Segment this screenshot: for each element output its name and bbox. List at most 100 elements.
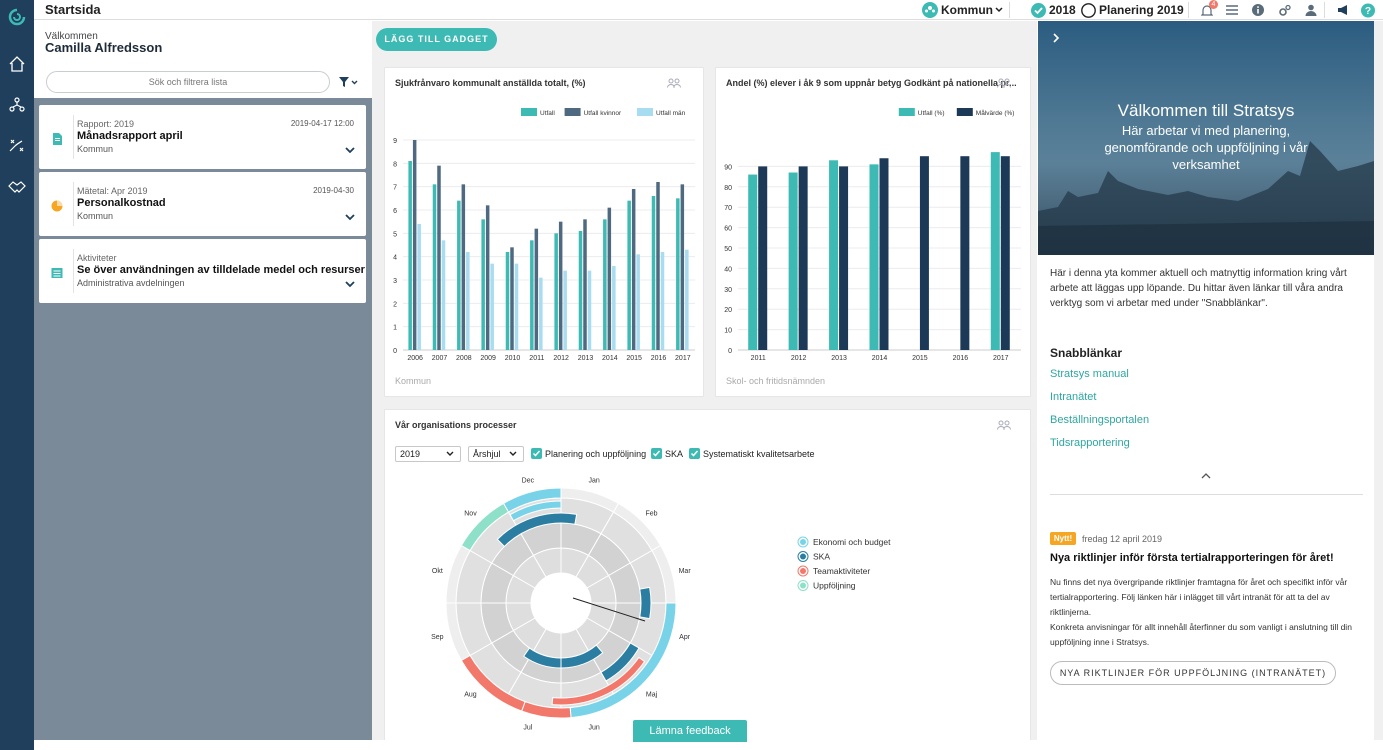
info-icon[interactable]: [1251, 3, 1265, 17]
quicklinks-title: Snabblänkar: [1050, 346, 1123, 360]
year-wheel[interactable]: Jan Feb Mar Apr Maj Jun Jul Aug Sep Okt Nov Dec Ekon…: [385, 470, 1032, 750]
legend-label: Utfall män: [656, 110, 686, 117]
x-tick-label: 2009: [480, 355, 496, 362]
chart-footer: Kommun: [395, 376, 432, 386]
hero-banner: Välkommen till Stratsys Här arbetar vi m…: [1038, 21, 1374, 255]
org-selector[interactable]: Kommun: [922, 0, 1003, 20]
wheel-event: [639, 586, 652, 620]
bar: [680, 184, 685, 350]
group-icon[interactable]: [667, 78, 681, 88]
item-title: Månadsrapport april: [77, 130, 183, 142]
quicklink-manual[interactable]: Stratsys manual: [1050, 368, 1129, 380]
chart-title: Sjukfrånvaro kommunalt anställda totalt,…: [395, 78, 586, 88]
quicklink-timereport[interactable]: Tidsrapportering: [1050, 437, 1130, 449]
item-list: Rapport: 2019 2019-04-17 12:00 Månadsrap…: [34, 99, 372, 740]
bar: [879, 158, 889, 350]
list-item[interactable]: Aktiviteter Se över användningen av till…: [39, 239, 366, 303]
activity-list-icon: [51, 268, 63, 278]
chevron-down-icon[interactable]: [345, 146, 355, 154]
quicklink-intranet[interactable]: Intranätet: [1050, 391, 1097, 403]
month-label: Jan: [588, 477, 599, 484]
megaphone-icon[interactable]: [1336, 3, 1350, 17]
welcome-label: Välkommen: [45, 31, 98, 42]
x-tick-label: 2013: [831, 355, 847, 362]
planning-checkbox[interactable]: Planering och uppföljning: [531, 448, 646, 459]
legend-label: Teamaktiviteter: [813, 566, 870, 576]
stratsys-logo-icon[interactable]: [0, 5, 34, 29]
strategy-icon[interactable]: [0, 134, 34, 158]
ska-checkbox[interactable]: SKA: [651, 448, 683, 459]
x-tick-label: 2007: [432, 355, 448, 362]
bar: [651, 196, 656, 350]
plan-2019-toggle[interactable]: Planering 2019: [1081, 0, 1184, 20]
quality-checkbox[interactable]: Systematiskt kvalitetsarbete: [689, 448, 815, 459]
legend-marker-dot: [800, 568, 806, 574]
wheel-center: [531, 573, 591, 633]
year-select[interactable]: 2019: [395, 446, 461, 462]
month-label: Apr: [679, 634, 691, 641]
hero-subtitle: Här arbetar vi med planering, genomföran…: [1104, 123, 1308, 172]
y-tick-label: 0: [728, 348, 732, 355]
chevron-down-icon[interactable]: [345, 280, 355, 288]
bar: [490, 263, 494, 350]
filter-button[interactable]: [336, 74, 360, 90]
year-2018-toggle[interactable]: 2018: [1031, 0, 1076, 20]
filter-icon: [339, 77, 358, 87]
legend-marker-dot: [800, 539, 806, 545]
month-label: Sep: [431, 634, 444, 641]
nav-rail: [0, 0, 34, 750]
settings-icon[interactable]: [1277, 3, 1291, 17]
bar: [829, 160, 839, 350]
x-tick-label: 2012: [553, 355, 569, 362]
x-tick-label: 2011: [529, 355, 544, 362]
bar: [510, 247, 514, 350]
group-icon[interactable]: [997, 78, 1011, 88]
collapse-chevron-icon[interactable]: [1052, 33, 1060, 43]
view-select-value: Årshjul: [473, 449, 501, 459]
guidelines-button[interactable]: NYA RIKTLINJER FÖR UPPFÖLJNING (INTRANÄT…: [1050, 661, 1336, 685]
view-select[interactable]: Årshjul: [468, 446, 524, 462]
home-icon[interactable]: [0, 52, 34, 76]
x-tick-label: 2015: [626, 355, 642, 362]
notification-badge: 4: [1209, 0, 1218, 9]
handshake-icon[interactable]: [0, 175, 34, 199]
chevron-down-icon[interactable]: [345, 213, 355, 221]
y-tick-label: 2: [393, 301, 397, 308]
bar: [408, 161, 412, 350]
search-input[interactable]: Sök och filtrera lista: [46, 71, 330, 93]
chart-panel-grades: Andel (%) elever i åk 9 som uppnår betyg…: [715, 67, 1031, 397]
quicklink-orders[interactable]: Beställningsportalen: [1050, 414, 1150, 426]
group-icon[interactable]: [997, 420, 1011, 430]
organization-tree-icon[interactable]: [0, 93, 34, 117]
legend-swatch: [521, 108, 537, 116]
legend-marker-dot: [800, 582, 806, 589]
pie-chart-icon: [51, 200, 63, 212]
list-item[interactable]: Mätetal: Apr 2019 2019-04-30 Personalkos…: [39, 172, 366, 236]
wheel-event: [460, 502, 510, 552]
news-body: Nu finns det nya övergripande riktlinjer…: [1050, 575, 1366, 650]
checkbox-checked-icon: [531, 448, 542, 459]
feedback-button[interactable]: Lämna feedback: [633, 720, 747, 742]
chevron-up-icon[interactable]: [1201, 472, 1211, 479]
bar: [676, 198, 680, 350]
x-tick-label: 2014: [602, 355, 618, 362]
bar: [960, 156, 970, 350]
item-title: Se över användningen av tilldelade medel…: [77, 264, 365, 276]
bar: [603, 219, 607, 350]
scrollbar[interactable]: [1374, 21, 1383, 740]
list-item[interactable]: Rapport: 2019 2019-04-17 12:00 Månadsrap…: [39, 105, 366, 169]
bar: [631, 189, 636, 350]
help-icon[interactable]: ?: [1361, 3, 1375, 17]
list-icon[interactable]: [1225, 3, 1239, 17]
y-tick-label: 9: [393, 138, 397, 145]
add-gadget-button[interactable]: LÄGG TILL GADGET: [376, 28, 497, 51]
sick-leave-chart: 0 1 2 3 4 5 6 7 8 9 2006 2007 2008 2009 2010 2011 2012 20…: [393, 108, 695, 362]
bar: [990, 152, 1000, 350]
welcome-header: Välkommen Camilla Alfredsson Sök och fil…: [34, 21, 372, 98]
chart-footer: Skol- och fritidsnämnden: [726, 376, 826, 386]
y-tick-label: 4: [393, 255, 397, 262]
user-icon[interactable]: [1304, 3, 1318, 17]
x-tick-label: 2008: [456, 355, 472, 362]
legend-label: Utfall kvinnor: [584, 110, 622, 117]
org-label: Kommun: [941, 3, 993, 17]
